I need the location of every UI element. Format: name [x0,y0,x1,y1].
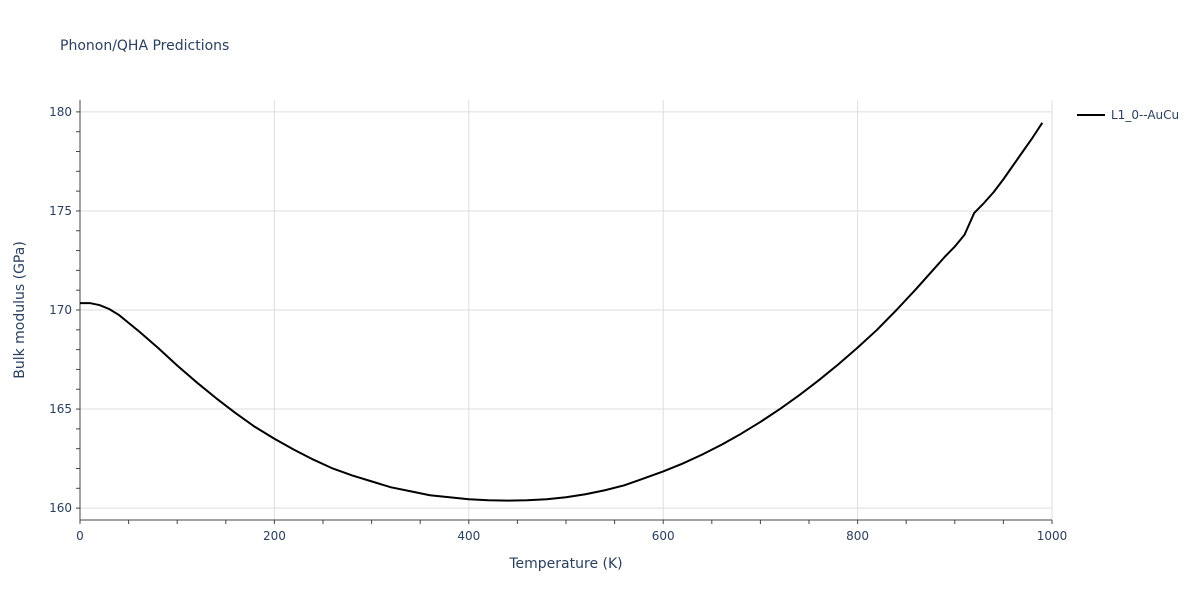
y-tick-label: 160 [49,501,72,515]
x-tick-label: 200 [263,529,286,543]
legend[interactable]: L1_0--AuCu [1077,108,1179,122]
series-lines [80,122,1044,502]
y-tick-label: 170 [49,303,72,317]
y-tick-label: 175 [49,204,72,218]
y-tick-label: 180 [49,105,72,119]
series-line [80,122,1044,502]
axes [76,100,1053,524]
grid [80,100,1053,520]
x-tick-label: 600 [652,529,675,543]
x-tick-label: 0 [76,529,84,543]
x-axis-title: Temperature (K) [508,556,622,572]
x-tick-label: 1000 [1037,529,1068,543]
x-tick-label: 800 [846,529,869,543]
y-tick-labels: 160 165 170 175 180 [49,105,72,515]
y-tick-label: 165 [49,402,72,416]
legend-label: L1_0--AuCu [1111,108,1179,122]
y-axis-title: Bulk modulus (GPa) [12,241,28,379]
chart-title: Phonon/QHA Predictions [60,38,229,54]
x-tick-labels: 0 200 400 600 800 1000 [76,529,1067,543]
x-tick-label: 400 [457,529,480,543]
